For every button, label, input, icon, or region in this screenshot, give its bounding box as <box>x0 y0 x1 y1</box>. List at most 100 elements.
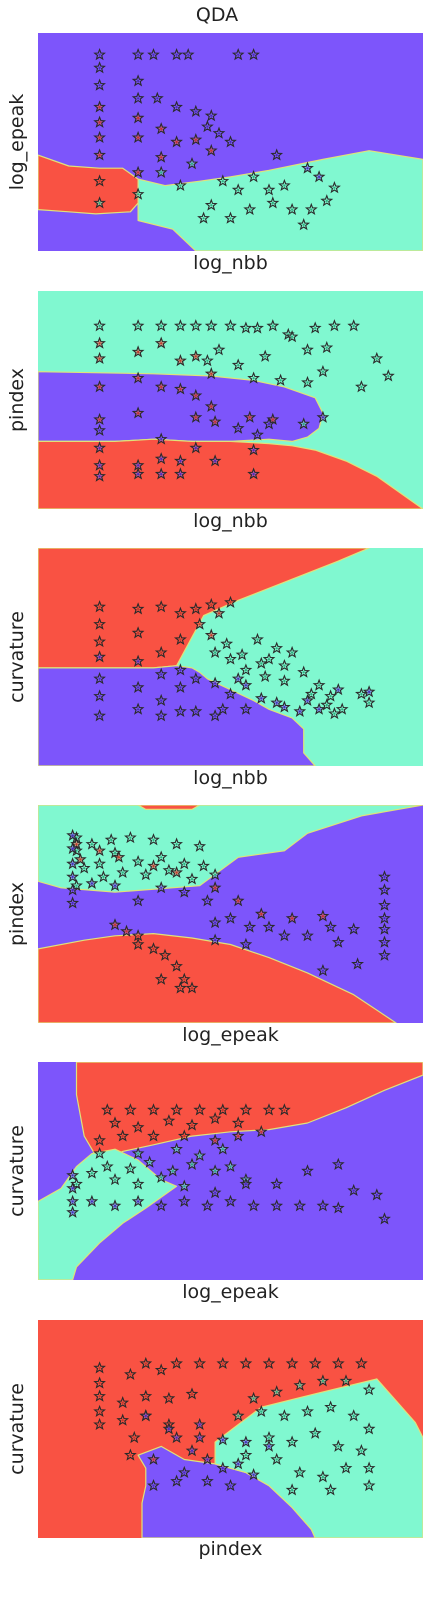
point-core-teal-11 <box>318 684 321 687</box>
point-core-purple-16 <box>275 1183 278 1186</box>
point-core-teal-17 <box>360 1449 363 1452</box>
point-core-purple-13 <box>229 917 232 920</box>
series-purple <box>93 48 326 183</box>
point-core-red-1 <box>129 1108 132 1112</box>
point-core-purple-4 <box>237 1462 240 1465</box>
point-core-red-14 <box>198 623 201 626</box>
point-core-red-12 <box>190 1124 194 1127</box>
point-core-red-19 <box>183 1135 186 1138</box>
point-core-red-16 <box>360 1362 363 1365</box>
point-core-purple-0 <box>98 655 101 659</box>
point-core-purple-8 <box>160 699 163 702</box>
panel-4-ylabel: pindex <box>6 881 28 947</box>
point-core-red-10 <box>210 603 213 606</box>
point-core-purple-17 <box>198 1423 201 1426</box>
point-core-teal-0 <box>214 651 217 654</box>
decision-region-red-2 <box>137 805 201 811</box>
point-core-purple-22 <box>244 1183 247 1186</box>
point-core-red-4 <box>137 116 140 120</box>
point-core-red-0 <box>106 1108 109 1112</box>
point-core-teal-3 <box>179 324 182 327</box>
point-core-teal-22 <box>314 327 317 330</box>
point-core-red-26 <box>152 1458 155 1461</box>
point-core-purple-21 <box>244 708 247 711</box>
series-purple <box>139 1409 276 1492</box>
point-core-teal-5 <box>152 838 155 841</box>
point-core-teal-13 <box>341 708 344 711</box>
point-core-purple-0 <box>98 429 101 432</box>
point-core-teal-3 <box>110 838 113 841</box>
point-core-purple-2 <box>71 862 74 865</box>
panel-5-xlabel: log_epeak <box>182 1281 279 1303</box>
point-core-teal-6 <box>190 1163 194 1166</box>
point-core-red-9 <box>113 1121 117 1125</box>
point-core-purple-18 <box>337 1163 340 1166</box>
panel-2-plot <box>38 291 423 509</box>
point-core-red-16 <box>183 978 186 981</box>
panel-6-plot <box>38 1320 423 1538</box>
series-teal <box>70 830 222 892</box>
point-core-purple-16 <box>283 934 286 937</box>
point-core-purple-27 <box>383 917 386 920</box>
point-core-purple-10 <box>229 1200 232 1203</box>
point-core-teal-14 <box>360 693 363 696</box>
point-core-purple-18 <box>252 473 255 476</box>
point-core-teal-17 <box>102 875 105 878</box>
point-core-purple-20 <box>337 941 340 944</box>
point-core-teal-17 <box>221 1148 224 1151</box>
point-core-red-3 <box>117 856 120 859</box>
point-core-red-4 <box>137 631 140 635</box>
point-core-purple-29 <box>383 941 386 944</box>
point-core-teal-20 <box>306 381 309 384</box>
series-teal <box>231 1374 376 1496</box>
point-core-teal-7 <box>260 1410 263 1413</box>
point-core-teal-13 <box>291 335 294 338</box>
panel-4-plot <box>38 805 423 1023</box>
point-core-purple-3 <box>71 1211 74 1214</box>
point-core-teal-25 <box>329 1488 332 1492</box>
point-core-purple-5 <box>113 1204 117 1207</box>
point-core-teal-7 <box>214 1169 217 1173</box>
point-core-purple-10 <box>179 669 182 672</box>
point-core-purple-27 <box>368 690 371 693</box>
point-core-teal-2 <box>241 653 244 656</box>
series-teal <box>93 319 395 430</box>
point-core-purple-11 <box>206 899 209 902</box>
panel-3-ylabel-wrap: curvature <box>0 548 34 766</box>
point-core-teal-13 <box>291 208 294 211</box>
panel-2-svg <box>38 291 423 509</box>
point-core-purple-18 <box>329 926 332 929</box>
point-core-teal-5 <box>267 658 271 661</box>
point-core-red-8 <box>179 388 182 391</box>
panel-6-svg <box>38 1320 423 1538</box>
point-core-purple-16 <box>217 132 221 135</box>
point-core-red-16 <box>98 1139 101 1142</box>
point-core-teal-0 <box>75 1183 78 1186</box>
point-core-purple-14 <box>321 1204 324 1207</box>
point-core-purple-16 <box>256 433 259 436</box>
point-core-purple-14 <box>175 1480 178 1483</box>
point-core-purple-5 <box>137 473 140 476</box>
point-core-purple-30 <box>383 954 386 957</box>
point-core-red-11 <box>210 372 213 375</box>
point-core-teal-28 <box>302 422 305 426</box>
point-core-red-25 <box>129 1454 132 1457</box>
point-core-purple-15 <box>267 926 271 929</box>
point-core-red-13 <box>229 601 232 604</box>
point-core-red-12 <box>210 405 213 408</box>
panel-6-ylabel: curvature <box>6 1383 28 1475</box>
panel-3-plot <box>38 548 423 766</box>
panel-5-plot <box>38 1062 423 1280</box>
point-core-teal-0 <box>252 1397 255 1400</box>
point-core-red-18 <box>190 987 194 990</box>
point-core-red-3 <box>98 154 101 157</box>
point-core-teal-14 <box>98 1152 101 1155</box>
point-core-purple-17 <box>321 416 324 419</box>
panel-2-ylabel: pindex <box>6 367 28 433</box>
point-core-red-10 <box>321 915 324 918</box>
point-core-red-1 <box>98 623 101 626</box>
decision-region-red-1 <box>38 933 397 1023</box>
point-core-teal-0 <box>98 324 101 327</box>
point-core-purple-9 <box>160 714 163 717</box>
point-core-purple-1 <box>190 1449 194 1452</box>
